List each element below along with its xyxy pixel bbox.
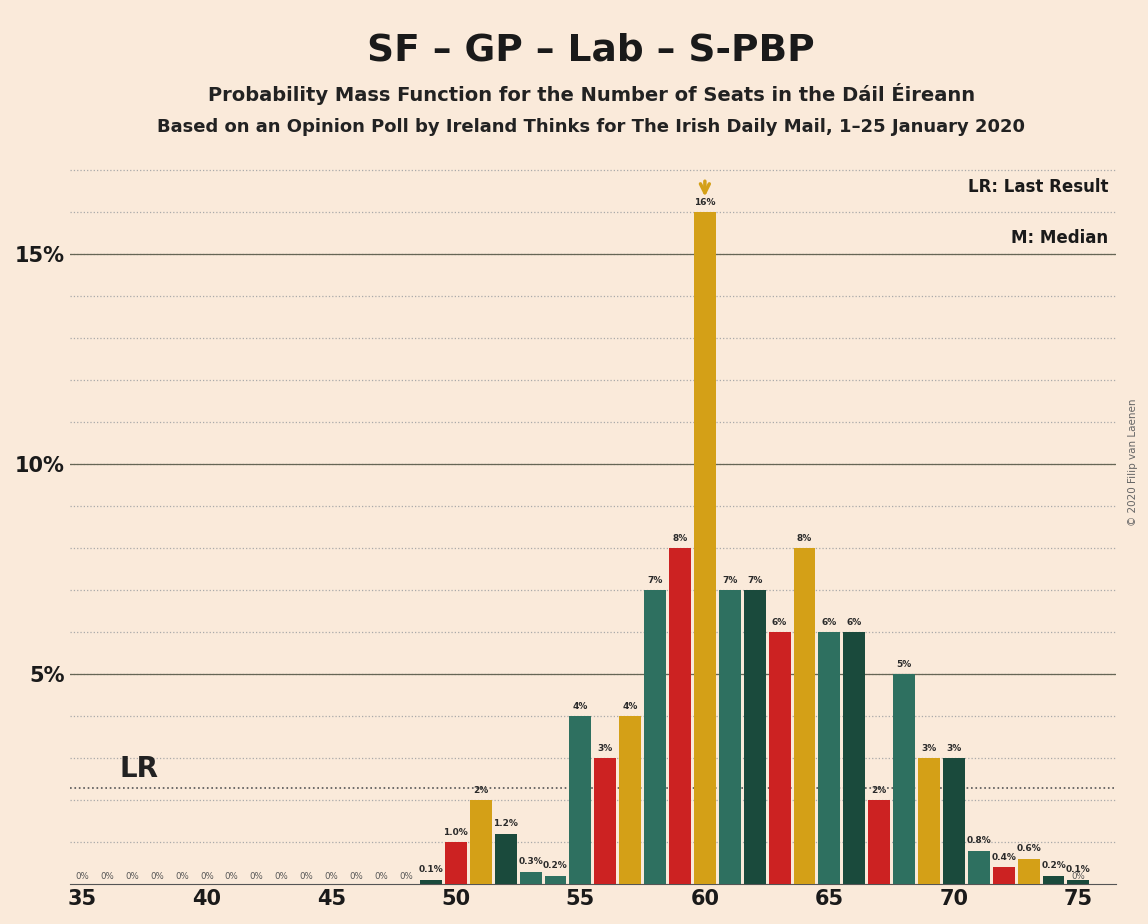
Text: 0.8%: 0.8% xyxy=(967,836,991,845)
Text: 1.2%: 1.2% xyxy=(494,820,518,828)
Text: 0%: 0% xyxy=(125,872,139,881)
Text: © 2020 Filip van Laenen: © 2020 Filip van Laenen xyxy=(1128,398,1138,526)
Bar xyxy=(569,716,591,884)
Bar xyxy=(445,842,467,884)
Text: 0%: 0% xyxy=(174,872,188,881)
Text: M: Median: M: Median xyxy=(1011,229,1108,247)
Text: 0.6%: 0.6% xyxy=(1016,845,1041,854)
Text: 0%: 0% xyxy=(100,872,114,881)
Bar xyxy=(968,850,990,884)
Text: 0%: 0% xyxy=(76,872,90,881)
Bar xyxy=(420,880,442,884)
Bar xyxy=(644,590,666,884)
Bar xyxy=(1017,859,1040,884)
Text: 0%: 0% xyxy=(1071,872,1085,881)
Text: 0%: 0% xyxy=(250,872,264,881)
Text: SF – GP – Lab – S-PBP: SF – GP – Lab – S-PBP xyxy=(367,32,815,68)
Bar xyxy=(520,871,542,884)
Bar xyxy=(544,876,566,884)
Text: 6%: 6% xyxy=(822,617,837,626)
Bar xyxy=(719,590,740,884)
Text: 3%: 3% xyxy=(922,744,937,753)
Bar xyxy=(495,833,517,884)
Bar xyxy=(744,590,766,884)
Text: 0.1%: 0.1% xyxy=(419,866,443,874)
Text: 3%: 3% xyxy=(946,744,962,753)
Bar xyxy=(819,632,840,884)
Bar xyxy=(893,675,915,884)
Bar xyxy=(868,800,890,884)
Text: Probability Mass Function for the Number of Seats in the Dáil Éireann: Probability Mass Function for the Number… xyxy=(208,83,975,105)
Text: 0%: 0% xyxy=(374,872,388,881)
Text: 6%: 6% xyxy=(847,617,862,626)
Bar xyxy=(1042,876,1064,884)
Text: 7%: 7% xyxy=(722,576,737,585)
Text: 0.2%: 0.2% xyxy=(1041,861,1065,870)
Bar xyxy=(1068,880,1089,884)
Text: 6%: 6% xyxy=(771,617,788,626)
Bar xyxy=(595,758,616,884)
Text: 0%: 0% xyxy=(300,872,313,881)
Bar xyxy=(619,716,641,884)
Text: 8%: 8% xyxy=(797,533,812,542)
Bar xyxy=(793,548,815,884)
Text: 5%: 5% xyxy=(897,660,912,669)
Text: 4%: 4% xyxy=(622,701,638,711)
Text: Based on an Opinion Poll by Ireland Thinks for The Irish Daily Mail, 1–25 Januar: Based on an Opinion Poll by Ireland Thin… xyxy=(157,118,1025,136)
Text: 0%: 0% xyxy=(200,872,214,881)
Bar xyxy=(470,800,491,884)
Text: 0%: 0% xyxy=(274,872,288,881)
Text: 0.3%: 0.3% xyxy=(518,857,543,866)
Bar xyxy=(943,758,964,884)
Bar xyxy=(693,212,716,884)
Bar xyxy=(918,758,940,884)
Text: 2%: 2% xyxy=(871,785,886,795)
Text: 1.0%: 1.0% xyxy=(443,828,468,836)
Text: 0.4%: 0.4% xyxy=(991,853,1016,862)
Text: 7%: 7% xyxy=(647,576,662,585)
Text: 0%: 0% xyxy=(349,872,363,881)
Text: LR: Last Result: LR: Last Result xyxy=(968,178,1108,197)
Bar xyxy=(844,632,866,884)
Bar xyxy=(993,868,1015,884)
Text: 8%: 8% xyxy=(673,533,688,542)
Text: 16%: 16% xyxy=(695,198,715,207)
Text: 7%: 7% xyxy=(747,576,762,585)
Text: 0.2%: 0.2% xyxy=(543,861,568,870)
Text: 0.1%: 0.1% xyxy=(1066,866,1091,874)
Bar xyxy=(769,632,791,884)
Text: 0%: 0% xyxy=(325,872,339,881)
Text: 0%: 0% xyxy=(400,872,413,881)
Text: 2%: 2% xyxy=(473,785,488,795)
Text: 4%: 4% xyxy=(573,701,588,711)
Text: LR: LR xyxy=(119,755,158,784)
Bar xyxy=(669,548,691,884)
Text: 0%: 0% xyxy=(225,872,239,881)
Text: 0%: 0% xyxy=(150,872,164,881)
Text: 3%: 3% xyxy=(598,744,613,753)
